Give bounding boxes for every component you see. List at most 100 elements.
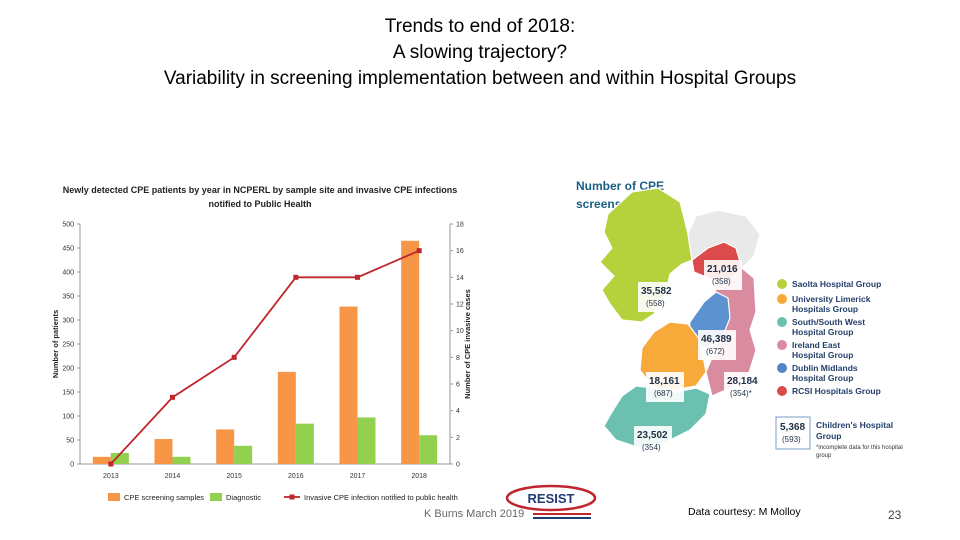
bar-screening-2018 bbox=[401, 240, 420, 464]
cpe-screens-map: Number of CPE screens 2018 21,016 (358) … bbox=[576, 179, 903, 459]
y2-tick-label: 2 bbox=[456, 435, 460, 442]
logo-text: RESIST bbox=[528, 491, 575, 506]
y-tick-label: 300 bbox=[62, 318, 74, 325]
bar-screening-2015 bbox=[216, 429, 235, 464]
label-bg-limerick bbox=[646, 372, 684, 402]
y2-tick-label: 18 bbox=[456, 222, 464, 229]
y-axis-title: Number of patients bbox=[51, 310, 60, 378]
x-tick-label: 2016 bbox=[288, 473, 304, 480]
y2-tick-label: 10 bbox=[456, 328, 464, 335]
map-legend-label-5: RCSI Hospitals Group bbox=[792, 386, 881, 396]
y2-tick-label: 16 bbox=[456, 248, 464, 255]
x-tick-label: 2014 bbox=[165, 473, 181, 480]
region-sub-children: (593) bbox=[782, 435, 801, 444]
y-tick-label: 350 bbox=[62, 294, 74, 301]
region-value-south-southwest: 23,502 bbox=[637, 430, 668, 441]
map-legend-dot-2 bbox=[777, 317, 787, 327]
invasive-point-2017 bbox=[355, 274, 360, 280]
legend-label-2: Invasive CPE infection notified to publi… bbox=[304, 493, 458, 502]
resist-logo: RESIST bbox=[505, 484, 597, 519]
region-value-dublin-midlands: 46,389 bbox=[701, 334, 732, 345]
cpe-chart: Newly detected CPE patients by year in N… bbox=[51, 185, 472, 503]
legend-swatch-1 bbox=[210, 493, 222, 501]
invasive-point-2013 bbox=[108, 461, 114, 467]
region-saolta bbox=[599, 187, 693, 323]
y-tick-label: 500 bbox=[62, 222, 74, 229]
bar-diagnostic-2013 bbox=[110, 452, 129, 464]
map-title-line-1: Number of CPE bbox=[576, 179, 664, 193]
invasive-point-2014 bbox=[170, 394, 175, 400]
invasive-point-2018 bbox=[416, 248, 422, 254]
map-legend-dot-4 bbox=[777, 363, 787, 373]
map-legend-dot-3 bbox=[777, 340, 787, 350]
invasive-point-2015 bbox=[231, 354, 237, 360]
x-tick-label: 2013 bbox=[103, 473, 119, 480]
map-legend-label-3: Hospital Group bbox=[792, 350, 853, 360]
map-legend-label-3: Ireland East bbox=[792, 340, 840, 350]
region-value-saolta: 35,582 bbox=[641, 286, 672, 297]
chart-title-line-2: notified to Public Health bbox=[209, 199, 312, 209]
region-belfast-area bbox=[687, 209, 761, 269]
map-note-line-2: group bbox=[816, 453, 832, 459]
slide-title: Trends to end of 2018: A slowing traject… bbox=[0, 14, 960, 92]
legend-swatch-0 bbox=[108, 493, 120, 501]
x-tick-label: 2015 bbox=[226, 473, 242, 480]
invasive-point-2016 bbox=[293, 274, 299, 280]
label-bg-dublin-midlands bbox=[698, 330, 736, 360]
map-legend: Saolta Hospital Group University Limerick… bbox=[777, 279, 881, 396]
y2-tick-label: 0 bbox=[456, 462, 460, 469]
title-line-1: Trends to end of 2018: bbox=[384, 16, 576, 37]
bar-diagnostic-2018 bbox=[419, 435, 438, 464]
data-courtesy: Data courtesy: M Molloy bbox=[688, 506, 801, 518]
x-tick-label: 2017 bbox=[350, 473, 366, 480]
y2-tick-label: 14 bbox=[456, 275, 464, 282]
map-legend-label-4: Dublin Midlands bbox=[792, 363, 858, 373]
chart-title-line-1: Newly detected CPE patients by year in N… bbox=[63, 185, 457, 195]
y2-tick-label: 6 bbox=[456, 382, 460, 389]
bar-screening-2016 bbox=[277, 371, 296, 464]
x-tick-label: 2018 bbox=[411, 473, 427, 480]
map-legend-label-2: South/South West bbox=[792, 317, 865, 327]
map-legend-dot-1 bbox=[777, 294, 787, 304]
bar-screening-2014 bbox=[154, 439, 173, 464]
label-bg-ireland-east bbox=[724, 372, 762, 402]
map-legend-label-1: University Limerick bbox=[792, 294, 871, 304]
y2-tick-label: 8 bbox=[456, 355, 460, 362]
slide-number: 23 bbox=[888, 508, 902, 522]
legend-marker-2 bbox=[289, 494, 295, 500]
map-legend-dot-5 bbox=[777, 386, 787, 396]
bar-diagnostic-2015 bbox=[234, 445, 253, 464]
y-tick-label: 100 bbox=[62, 414, 74, 421]
legend-label-1: Diagnostic bbox=[226, 493, 261, 502]
chart-plot-area: 0 50 100 150 200 250 300 350 400 450 500 0 2 4 6 8 10 12 1… bbox=[51, 222, 472, 503]
children-group-box bbox=[775, 416, 811, 450]
legend-label-0: CPE screening samples bbox=[124, 493, 204, 502]
ireland-map-regions bbox=[599, 187, 761, 449]
bar-diagnostic-2014 bbox=[172, 456, 191, 464]
y-tick-label: 200 bbox=[62, 366, 74, 373]
map-legend-label-2: Hospital Group bbox=[792, 327, 853, 337]
children-group-label-1: Children's Hospital bbox=[816, 420, 893, 430]
label-bg-south-southwest bbox=[634, 426, 672, 456]
children-group-label-2: Group bbox=[816, 431, 842, 441]
region-sub-dublin-midlands: (672) bbox=[706, 347, 725, 356]
footer-credit: K Burns March 2019 bbox=[424, 508, 525, 520]
region-value-limerick: 18,161 bbox=[649, 376, 680, 387]
bar-screening-2017 bbox=[339, 306, 358, 464]
logo-underline-2 bbox=[533, 517, 591, 519]
map-legend-label-1: Hospitals Group bbox=[792, 304, 858, 314]
region-value-rcsi: 21,016 bbox=[707, 264, 738, 275]
region-labels: 21,016 (358) 35,582 (558) 46,389 (672) 1… bbox=[634, 260, 762, 456]
y-tick-label: 400 bbox=[62, 270, 74, 277]
map-note-line-1: *incomplete data for this hospital bbox=[816, 445, 903, 451]
region-sub-ireland-east: (354)* bbox=[730, 389, 752, 398]
region-value-children: 5,368 bbox=[780, 422, 805, 433]
bar-screening-2013 bbox=[92, 456, 111, 464]
map-legend-dot-0 bbox=[777, 279, 787, 289]
y2-axis-title: Number of CPE invasive cases bbox=[463, 289, 472, 399]
invasive-line bbox=[110, 249, 420, 465]
title-line-3: Variability in screening implementation … bbox=[163, 68, 797, 89]
map-legend-label-4: Hospital Group bbox=[792, 373, 853, 383]
bar-diagnostic-2017 bbox=[357, 417, 376, 464]
label-bg-saolta bbox=[638, 282, 676, 312]
